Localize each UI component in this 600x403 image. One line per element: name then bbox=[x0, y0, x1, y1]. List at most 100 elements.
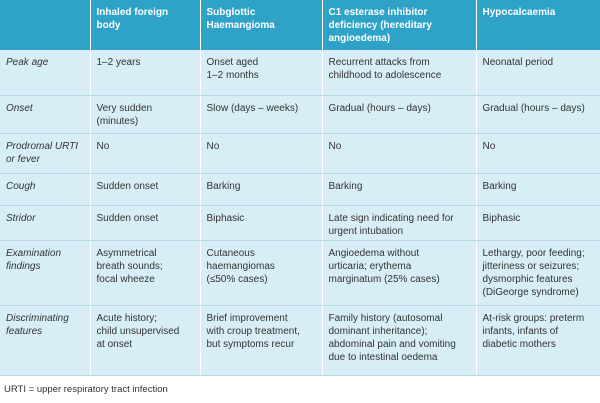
row-label: Peak age bbox=[0, 50, 90, 96]
header-cell bbox=[0, 0, 90, 50]
header-cell: Subglottic Haemangioma bbox=[199, 0, 322, 50]
cell-line: (DiGeorge syndrome) bbox=[482, 286, 579, 298]
cell-line: Sudden onset bbox=[96, 180, 159, 192]
cell-line: Cough bbox=[6, 180, 36, 192]
cell-line: Gradual (hours – days) bbox=[328, 102, 431, 114]
header-row: Inhaled foreign body Subglottic Haemangioma… bbox=[0, 0, 600, 50]
cell-line: breath sounds; bbox=[96, 260, 163, 272]
table-row: Peak age 1–2 years Onset aged 1–2 months Rec… bbox=[0, 50, 600, 96]
cell-line: features bbox=[6, 325, 43, 337]
row-label: Stridor bbox=[0, 205, 90, 241]
cell-line: Very sudden bbox=[96, 102, 153, 114]
cell-line: (≤50% cases) bbox=[206, 273, 268, 285]
table-cell: Sudden onset bbox=[89, 173, 200, 206]
cell-line: No bbox=[96, 140, 110, 152]
table-cell: Barking bbox=[199, 173, 322, 206]
cell-line: Asymmetrical bbox=[96, 247, 157, 259]
cell-line: Biphasic bbox=[482, 212, 521, 224]
cell-line: Gradual (hours – days) bbox=[482, 102, 585, 114]
cell-line: Prodromal URTI bbox=[6, 140, 79, 152]
table-cell: Gradual (hours – days) bbox=[475, 95, 600, 134]
cell-line: Haemangioma bbox=[206, 20, 275, 31]
table-cell: Barking bbox=[321, 173, 476, 206]
header-cell: Hypocalcaemia bbox=[475, 0, 600, 50]
table-cell: Lethargy, poor feeding; jitteriness or se… bbox=[475, 240, 600, 306]
table-cell: Late sign indicating need for urgent intu… bbox=[321, 205, 476, 241]
cell-line: Lethargy, poor feeding; bbox=[482, 247, 585, 259]
table-row: Examination findings Asymmetrical breath so… bbox=[0, 240, 600, 306]
cell-line: Inhaled foreign bbox=[96, 7, 169, 18]
cell-line: Cutaneous bbox=[206, 247, 255, 259]
cell-line: deficiency (hereditary bbox=[328, 20, 432, 31]
table-row: Discriminating features Acute history; chil… bbox=[0, 305, 600, 376]
table-cell: Asymmetrical breath sounds; focal wheeze bbox=[89, 240, 200, 306]
cell-line: Neonatal period bbox=[482, 57, 554, 68]
cell-line: 1–2 years bbox=[96, 57, 141, 68]
cell-line: Peak age bbox=[6, 57, 49, 68]
row-label: Cough bbox=[0, 173, 90, 206]
table-cell: No bbox=[89, 133, 200, 174]
row-label: Examination findings bbox=[0, 240, 90, 306]
table-cell: No bbox=[199, 133, 322, 174]
cell-line: urgent intubation bbox=[328, 225, 404, 237]
cell-line: Slow (days – weeks) bbox=[206, 102, 299, 114]
table-cell: Biphasic bbox=[199, 205, 322, 241]
cell-line: Late sign indicating need for bbox=[328, 212, 454, 224]
cell-line: Subglottic bbox=[206, 7, 256, 18]
table-cell: Gradual (hours – days) bbox=[321, 95, 476, 134]
cell-line: No bbox=[328, 140, 342, 152]
table-body: Peak age 1–2 years Onset aged 1–2 months Rec… bbox=[0, 50, 600, 376]
cell-line: Family history (autosomal bbox=[328, 312, 443, 324]
table-cell: Sudden onset bbox=[89, 205, 200, 241]
table-row: Cough Sudden onset Barking Barking Barking bbox=[0, 173, 600, 206]
cell-line: childhood to adolescence bbox=[328, 70, 442, 81]
cell-line: Onset aged bbox=[206, 57, 259, 68]
cell-line: Barking bbox=[328, 180, 363, 192]
cell-line: Onset bbox=[6, 102, 33, 114]
cell-line: but symptoms recur bbox=[206, 338, 295, 350]
cell-line: dominant inheritance); bbox=[328, 325, 428, 337]
table-cell: Very sudden (minutes) bbox=[89, 95, 200, 134]
cell-line: Stridor bbox=[6, 212, 36, 224]
cell-line: (minutes) bbox=[96, 115, 139, 127]
cell-line: No bbox=[206, 140, 220, 152]
cell-line: due to intestinal oedema bbox=[328, 351, 438, 363]
table-row: Onset Very sudden (minutes) Slow (days – we… bbox=[0, 95, 600, 134]
table-header: Inhaled foreign body Subglottic Haemangioma… bbox=[0, 0, 600, 50]
cell-line: angioedema) bbox=[328, 33, 391, 44]
header-cell: Inhaled foreign body bbox=[89, 0, 200, 50]
cell-line: abdominal pain and vomiting bbox=[328, 338, 456, 350]
cell-line: or fever bbox=[6, 153, 40, 165]
cell-line: At-risk groups: preterm bbox=[482, 312, 585, 324]
cell-line: infants, infants of bbox=[482, 325, 559, 337]
cell-line: Examination bbox=[6, 247, 62, 259]
table-cell: Angioedema without urticaria; erythema mar… bbox=[321, 240, 476, 306]
cell-line: Discriminating bbox=[6, 312, 69, 324]
cell-line: Sudden onset bbox=[96, 212, 159, 224]
cell-line: haemangiomas bbox=[206, 260, 275, 272]
table-cell: Family history (autosomal dominant inheri… bbox=[321, 305, 476, 376]
comparison-table: Inhaled foreign body Subglottic Haemangioma… bbox=[0, 0, 600, 376]
row-label: Onset bbox=[0, 95, 90, 134]
cell-line: Barking bbox=[206, 180, 241, 192]
table-cell: Recurrent attacks from childhood to adole… bbox=[321, 50, 476, 96]
table-cell: Slow (days – weeks) bbox=[199, 95, 322, 134]
cell-line: No bbox=[482, 140, 496, 152]
footnote: URTI = upper respiratory tract infection bbox=[4, 383, 168, 395]
cell-line: body bbox=[96, 20, 121, 31]
cell-line: with croup treatment, bbox=[206, 325, 300, 337]
cell-line: Angioedema without bbox=[328, 247, 420, 259]
cell-line: focal wheeze bbox=[96, 273, 155, 285]
table-cell: No bbox=[321, 133, 476, 174]
row-label: Prodromal URTI or fever bbox=[0, 133, 90, 174]
header-cell: C1 esterase inhibitor deficiency (heredit… bbox=[321, 0, 476, 50]
table-cell: Cutaneous haemangiomas (≤50% cases) bbox=[199, 240, 322, 306]
cell-line: C1 esterase inhibitor bbox=[328, 7, 428, 18]
cell-line: Acute history; bbox=[96, 312, 158, 324]
table-cell: 1–2 years bbox=[89, 50, 200, 96]
cell-line: Hypocalcaemia bbox=[482, 7, 556, 18]
table-cell: Neonatal period bbox=[475, 50, 600, 96]
cell-line: marginatum (25% cases) bbox=[328, 273, 440, 285]
cell-line: findings bbox=[6, 260, 41, 272]
